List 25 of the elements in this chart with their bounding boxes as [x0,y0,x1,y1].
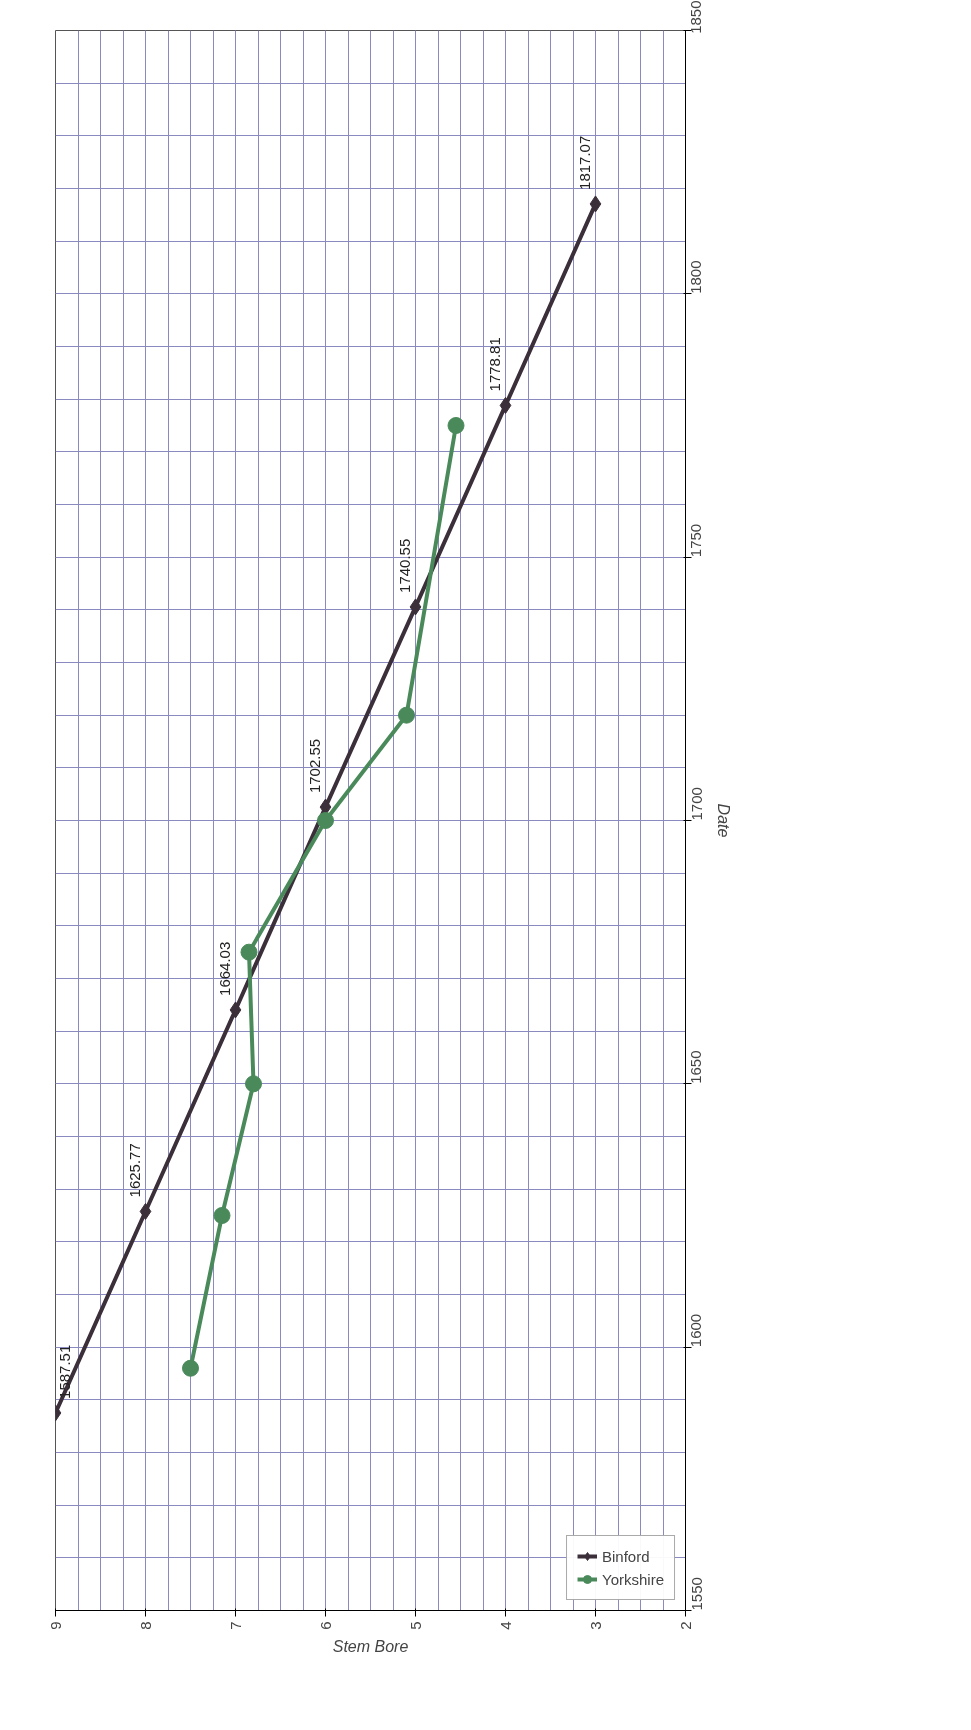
data-label: 1625.77 [126,1143,144,1198]
y-tick-label: 1850 [687,0,705,34]
data-label: 1817.07 [576,135,594,190]
x-tick-label: 4 [496,1621,514,1630]
x-axis-title: Stem Bore [332,1637,409,1655]
y-tick-label: 1550 [687,1577,705,1611]
x-tick-label: 2 [676,1621,694,1630]
y-tick-label: 1750 [687,523,705,558]
y-tick-label: 1700 [687,787,705,821]
y-axis-title: Date [714,803,732,838]
data-label: 1740.55 [396,538,414,593]
y-tick-label: 1600 [687,1313,705,1348]
x-tick-label: 5 [406,1621,424,1630]
y-tick-label: 1650 [687,1050,705,1084]
data-label: 1664.03 [216,941,234,996]
legend-label: Yorkshire [602,1570,664,1588]
data-label: 1702.55 [306,738,324,794]
x-tick-label: 8 [136,1621,154,1630]
x-tick-label: 7 [226,1621,244,1630]
legend-label: Binford [602,1547,650,1565]
x-tick-label: 9 [46,1621,64,1630]
x-tick-label: 6 [316,1621,334,1630]
y-tick-label: 1800 [687,260,705,294]
data-label: 1778.81 [486,337,504,392]
x-tick-label: 3 [586,1621,604,1630]
